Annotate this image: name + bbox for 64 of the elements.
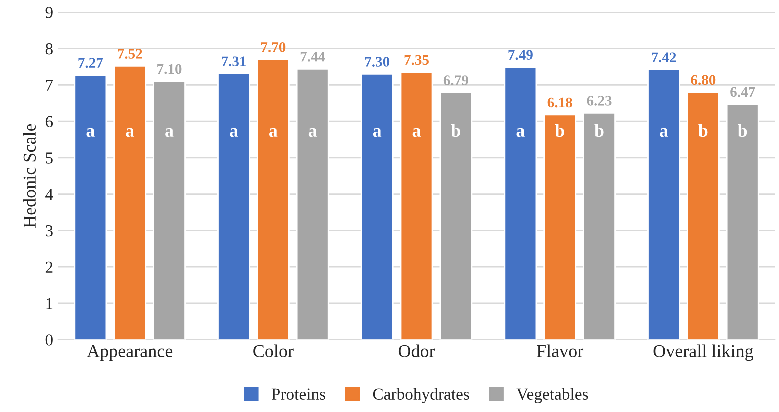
y-tick-label: 4: [46, 189, 54, 200]
data-label: 6.79: [444, 76, 468, 86]
data-label: 7.27: [78, 58, 104, 68]
annotation: a: [373, 128, 382, 138]
annotation: b: [451, 124, 460, 138]
data-label: 6.23: [587, 96, 612, 106]
data-label: 6.18: [548, 98, 572, 108]
data-label: 7.35: [404, 55, 429, 66]
bar: [648, 69, 680, 340]
annotation: a: [126, 128, 134, 138]
legend-label: Carbohydrates: [373, 388, 470, 404]
data-label: 7.30: [365, 57, 390, 67]
annotation: b: [555, 124, 564, 138]
y-tick-label: 8: [46, 43, 53, 55]
annotation: a: [166, 128, 174, 138]
legend-label: Proteins: [272, 388, 326, 400]
bar: [360, 74, 394, 340]
y-tick-label: 6: [46, 116, 54, 128]
y-tick-label: 0: [46, 334, 53, 346]
x-tick-label: Color: [254, 344, 294, 358]
bar: [400, 72, 434, 340]
y-tick-label: 5: [46, 152, 53, 164]
x-tick-label: Overall liking: [654, 344, 754, 362]
y-tick-label: 7: [46, 80, 54, 91]
bar: [218, 73, 250, 340]
data-label: 7.42: [652, 52, 676, 63]
bar: [440, 92, 473, 340]
bar: [686, 92, 720, 340]
annotation: a: [412, 128, 422, 138]
bar: [583, 112, 616, 340]
annotation: b: [594, 124, 604, 138]
bar: [114, 66, 147, 340]
y-tick-label: 2: [46, 262, 53, 273]
data-label: 7.31: [222, 56, 246, 67]
data-label: 7.70: [262, 42, 286, 52]
bar: [726, 104, 760, 340]
x-tick-label: Appearance: [87, 345, 173, 362]
annotation: a: [308, 128, 318, 138]
legend-label: Vegetables: [516, 388, 588, 404]
data-label: 7.52: [118, 49, 142, 59]
annotation: a: [86, 128, 95, 138]
y-tick-label: 1: [46, 298, 53, 310]
data-label: 6.47: [730, 87, 756, 98]
annotation: a: [516, 128, 525, 138]
annotation: b: [698, 124, 708, 138]
annotation: a: [230, 128, 238, 138]
bar: [544, 114, 577, 340]
annotation: a: [660, 128, 668, 138]
data-label: 7.44: [300, 52, 326, 62]
bar: [296, 68, 330, 340]
y-tick-label: 3: [46, 225, 53, 237]
bar: [153, 80, 186, 340]
data-label: 7.10: [158, 64, 182, 74]
bar: [256, 58, 290, 340]
data-label: 7.49: [508, 50, 533, 60]
data-label: 6.80: [691, 75, 716, 86]
y-tick-label: 9: [46, 7, 53, 18]
annotation: b: [738, 124, 748, 138]
bar: [504, 66, 538, 340]
annotation: a: [269, 128, 278, 138]
y-axis-title: Hedonic Scale: [23, 124, 36, 228]
bar: [74, 74, 108, 340]
x-tick-label: Odor: [398, 344, 436, 358]
x-tick-label: Flavor: [537, 344, 584, 358]
